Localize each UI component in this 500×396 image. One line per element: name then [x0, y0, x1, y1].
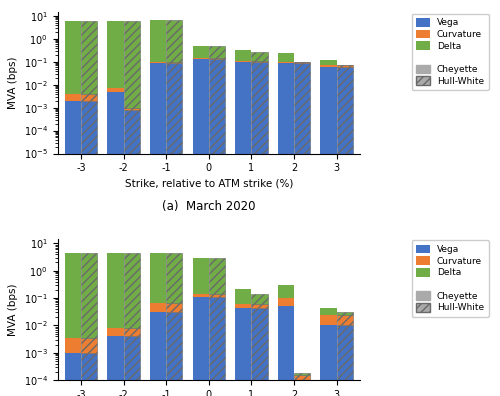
Bar	[336, 312, 353, 314]
Bar	[320, 65, 336, 67]
Bar	[320, 60, 336, 65]
Bar	[150, 62, 166, 63]
Bar	[108, 21, 124, 88]
Legend: Vega, Curvature, Delta, , Cheyette, Hull-White: Vega, Curvature, Delta, , Cheyette, Hull…	[412, 13, 488, 90]
Bar	[235, 50, 252, 61]
Bar	[192, 59, 209, 396]
Bar	[320, 326, 336, 396]
Bar	[235, 308, 252, 396]
Bar	[166, 63, 182, 396]
Bar	[108, 91, 124, 396]
Bar	[108, 328, 124, 336]
Bar	[192, 258, 209, 294]
Bar	[294, 375, 310, 380]
Bar	[124, 110, 140, 396]
Bar	[81, 353, 97, 396]
Bar	[209, 59, 225, 396]
Bar	[209, 58, 225, 59]
Bar	[192, 58, 209, 59]
Bar	[278, 62, 294, 63]
Bar	[192, 297, 209, 396]
Bar	[81, 253, 97, 338]
Bar	[124, 328, 140, 336]
Title: (a)  March 2020: (a) March 2020	[162, 200, 256, 213]
Bar	[235, 61, 252, 62]
Bar	[252, 52, 268, 61]
Bar	[166, 62, 182, 63]
Bar	[81, 21, 97, 94]
Bar	[64, 353, 81, 396]
Bar	[150, 63, 166, 396]
Bar	[64, 101, 81, 396]
Bar	[64, 338, 81, 353]
Bar	[278, 53, 294, 62]
Bar	[320, 308, 336, 314]
Bar	[209, 294, 225, 297]
X-axis label: Strike, relative to ATM strike (%): Strike, relative to ATM strike (%)	[124, 179, 293, 189]
Bar	[294, 373, 310, 375]
Bar	[124, 108, 140, 110]
Bar	[166, 303, 182, 312]
Bar	[108, 336, 124, 396]
Bar	[294, 380, 310, 396]
Bar	[166, 312, 182, 396]
Bar	[166, 253, 182, 303]
Bar	[235, 62, 252, 396]
Bar	[150, 20, 166, 62]
Bar	[150, 312, 166, 396]
Bar	[81, 101, 97, 396]
Bar	[192, 294, 209, 297]
Bar	[278, 285, 294, 298]
Bar	[124, 253, 140, 328]
Bar	[278, 298, 294, 306]
Bar	[124, 21, 140, 108]
Bar	[64, 94, 81, 101]
Bar	[235, 304, 252, 308]
Bar	[336, 67, 353, 396]
Bar	[252, 294, 268, 304]
Bar	[336, 314, 353, 326]
Bar	[336, 65, 353, 67]
Bar	[252, 61, 268, 62]
Bar	[64, 253, 81, 338]
Bar	[64, 21, 81, 94]
Bar	[108, 253, 124, 328]
Bar	[278, 306, 294, 396]
Bar	[320, 67, 336, 396]
Bar	[320, 314, 336, 326]
Bar	[235, 289, 252, 304]
Bar	[252, 62, 268, 396]
Bar	[166, 20, 182, 62]
Y-axis label: MVA (bps): MVA (bps)	[8, 57, 18, 109]
Bar	[150, 253, 166, 303]
Legend: Vega, Curvature, Delta, , Cheyette, Hull-White: Vega, Curvature, Delta, , Cheyette, Hull…	[412, 240, 488, 317]
Y-axis label: MVA (bps): MVA (bps)	[8, 283, 18, 335]
Bar	[81, 338, 97, 353]
Bar	[278, 63, 294, 396]
Bar	[252, 308, 268, 396]
Bar	[81, 94, 97, 101]
Bar	[252, 304, 268, 308]
Bar	[192, 46, 209, 58]
Bar	[124, 336, 140, 396]
Bar	[108, 88, 124, 91]
Bar	[294, 63, 310, 396]
Bar	[150, 303, 166, 312]
Bar	[336, 326, 353, 396]
Bar	[209, 297, 225, 396]
Bar	[209, 258, 225, 294]
Bar	[294, 62, 310, 63]
Bar	[209, 46, 225, 58]
